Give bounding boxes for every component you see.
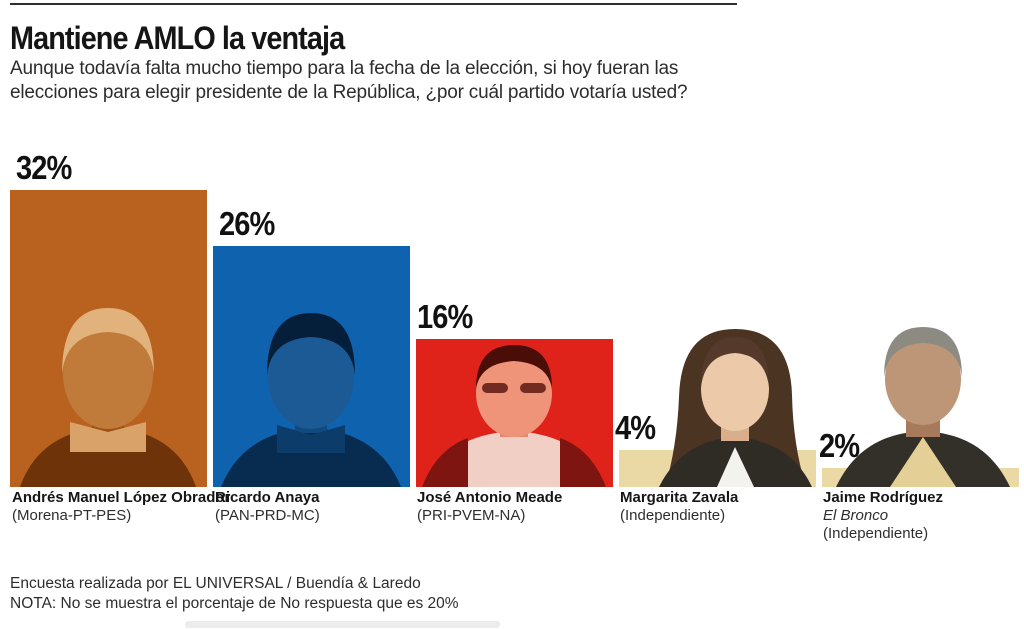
candidate-name: José Antonio Meade	[417, 489, 563, 506]
candidate-photo-amlo	[20, 308, 196, 487]
footer: Encuesta realizada por EL UNIVERSAL / Bu…	[10, 574, 459, 613]
candidate-party: (Independiente)	[823, 525, 929, 542]
bottom-divider	[185, 621, 500, 628]
caption-rodriguez: Jaime Rodríguez El Bronco (Independiente…	[823, 489, 943, 543]
candidate-name: Jaime Rodríguez	[823, 489, 944, 506]
candidate-party: (PAN-PRD-MC)	[215, 507, 320, 524]
caption-meade: José Antonio Meade (PRI-PVEM-NA)	[417, 489, 562, 525]
candidate-party: (Independiente)	[620, 507, 726, 524]
candidate-name: Andrés Manuel López Obrador	[12, 489, 231, 506]
candidate-name: Ricardo Anaya	[215, 489, 320, 506]
value-label-amlo: 32%	[16, 149, 72, 186]
page-title: Mantiene AMLO la ventaja	[10, 20, 345, 56]
caption-amlo: Andrés Manuel López Obrador (Morena-PT-P…	[12, 489, 230, 525]
source-line: Encuesta realizada por EL UNIVERSAL / Bu…	[10, 575, 421, 592]
value-label-anaya: 26%	[219, 205, 275, 242]
note-line: NOTA: No se muestra el porcentaje de No …	[10, 594, 459, 612]
candidate-photo-zavala	[659, 329, 812, 487]
caption-zavala: Margarita Zavala (Independiente)	[620, 489, 738, 525]
candidate-party: (PRI-PVEM-NA)	[417, 507, 526, 524]
candidate-nickname: El Bronco	[823, 507, 889, 524]
candidate-photo-rodriguez	[836, 327, 1010, 487]
candidate-party: (Morena-PT-PES)	[12, 507, 132, 524]
candidate-photo-anaya	[221, 313, 401, 487]
top-divider	[10, 3, 737, 5]
caption-anaya: Ricardo Anaya (PAN-PRD-MC)	[215, 489, 320, 525]
value-label-rodriguez: 2%	[819, 427, 860, 464]
value-label-meade: 16%	[417, 298, 473, 335]
chart-question: Aunque todavía falta mucho tiempo para l…	[10, 58, 688, 103]
candidate-photo-meade	[422, 345, 606, 487]
value-label-zavala: 4%	[615, 409, 656, 446]
candidate-name: Margarita Zavala	[620, 489, 739, 506]
